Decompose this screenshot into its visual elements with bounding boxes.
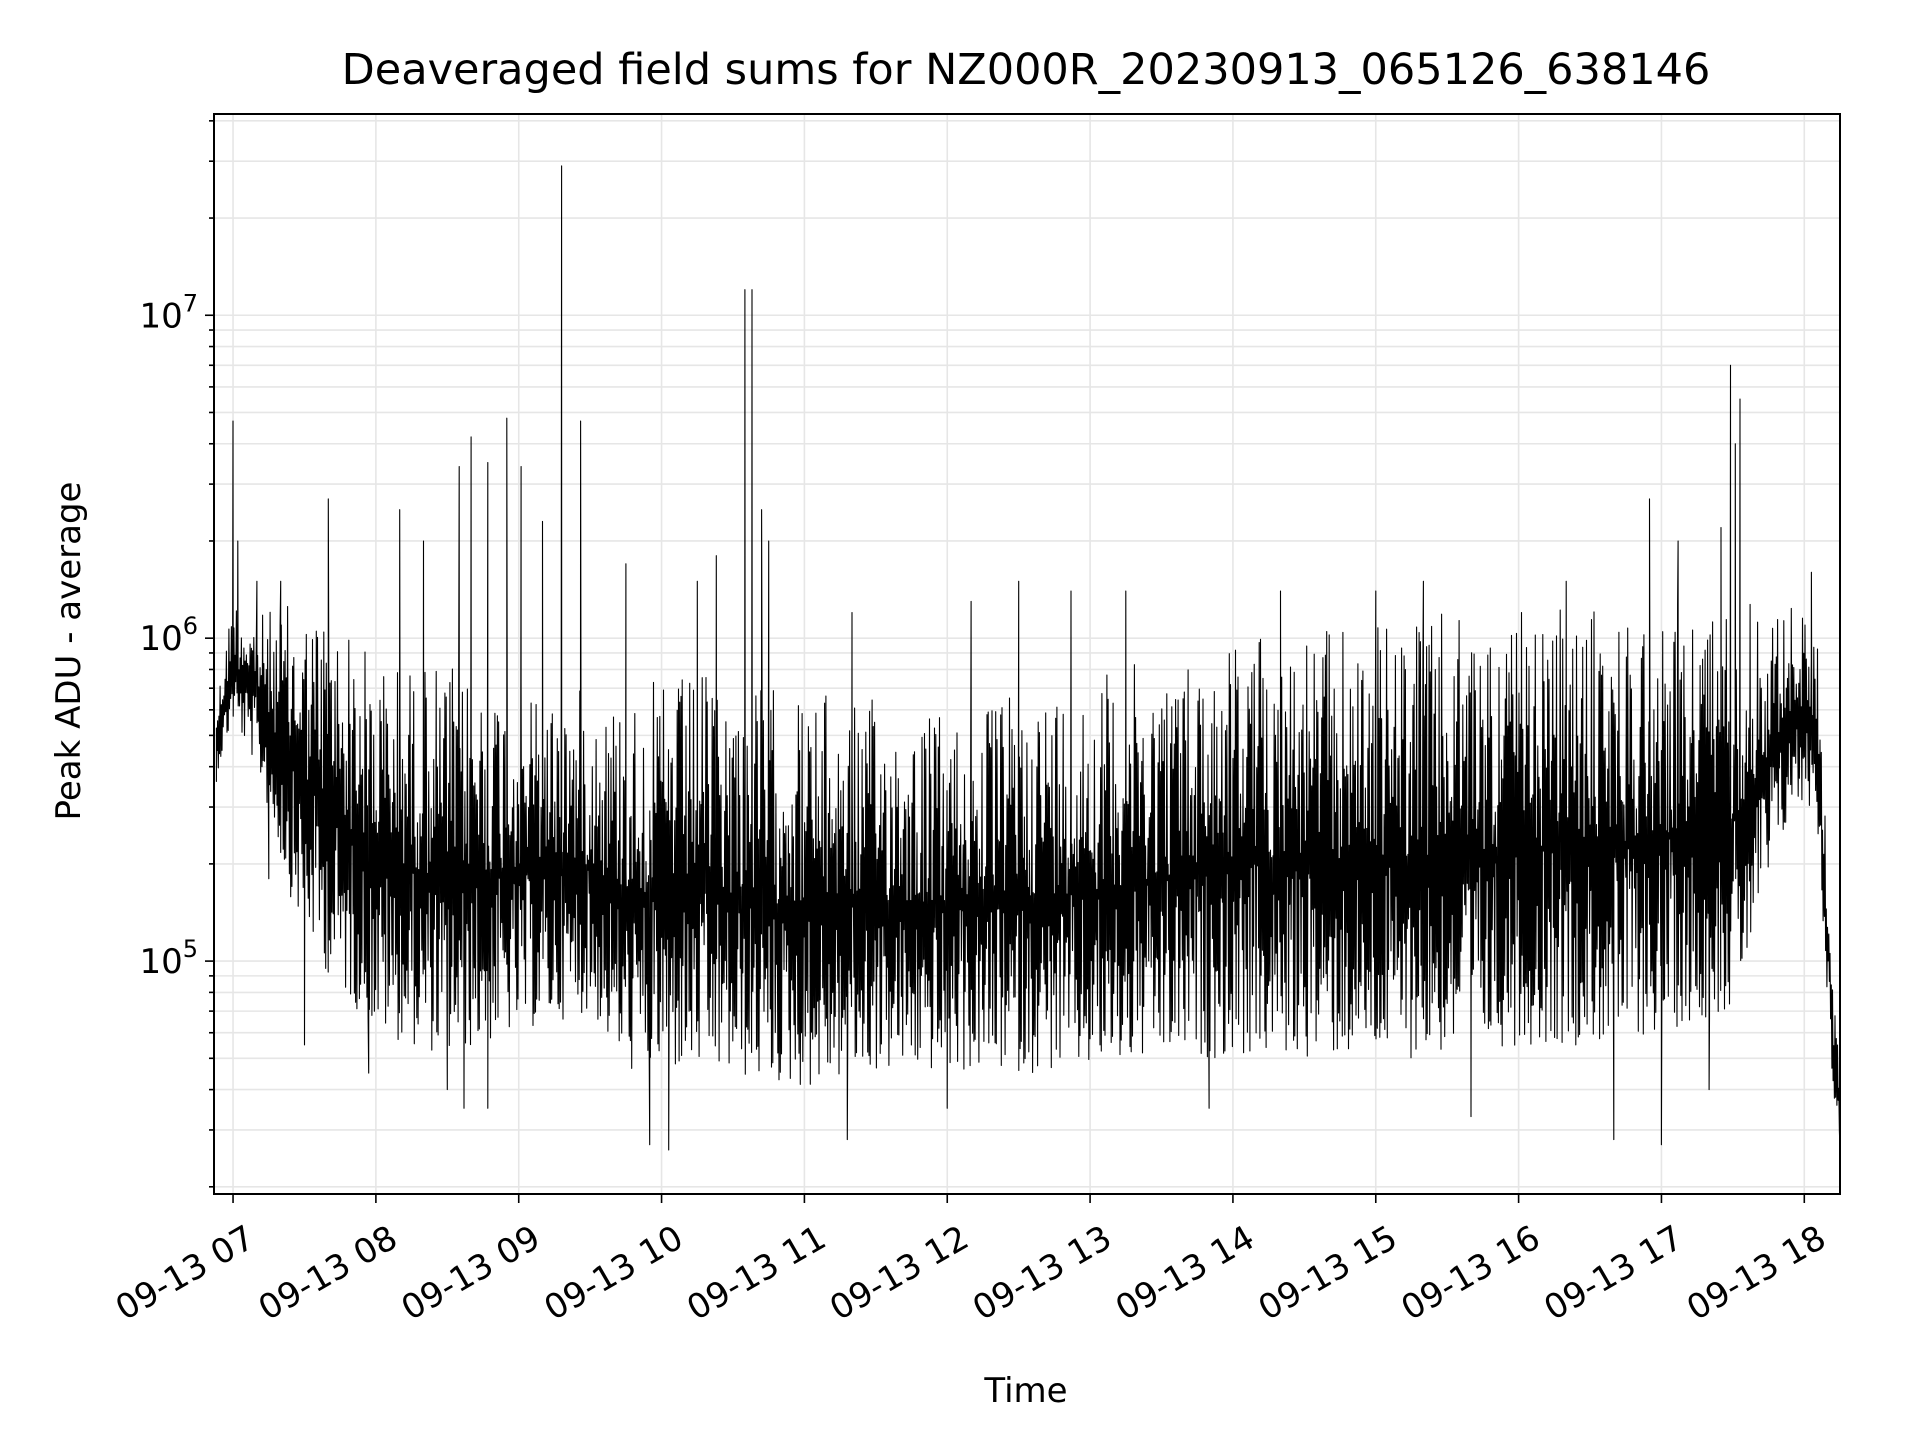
- y-tick-label: 106: [139, 612, 198, 659]
- series-line: [215, 165, 1841, 1151]
- y-tick-label: 105: [139, 935, 198, 982]
- x-axis-label: Time: [983, 1371, 1067, 1411]
- plot-frame: [213, 113, 1841, 1195]
- y-tick-label: 107: [139, 289, 198, 336]
- data-series: [215, 165, 1841, 1151]
- chart-title: Deaveraged field sums for NZ000R_2023091…: [342, 45, 1711, 95]
- y-axis-label: Peak ADU - average: [49, 482, 89, 821]
